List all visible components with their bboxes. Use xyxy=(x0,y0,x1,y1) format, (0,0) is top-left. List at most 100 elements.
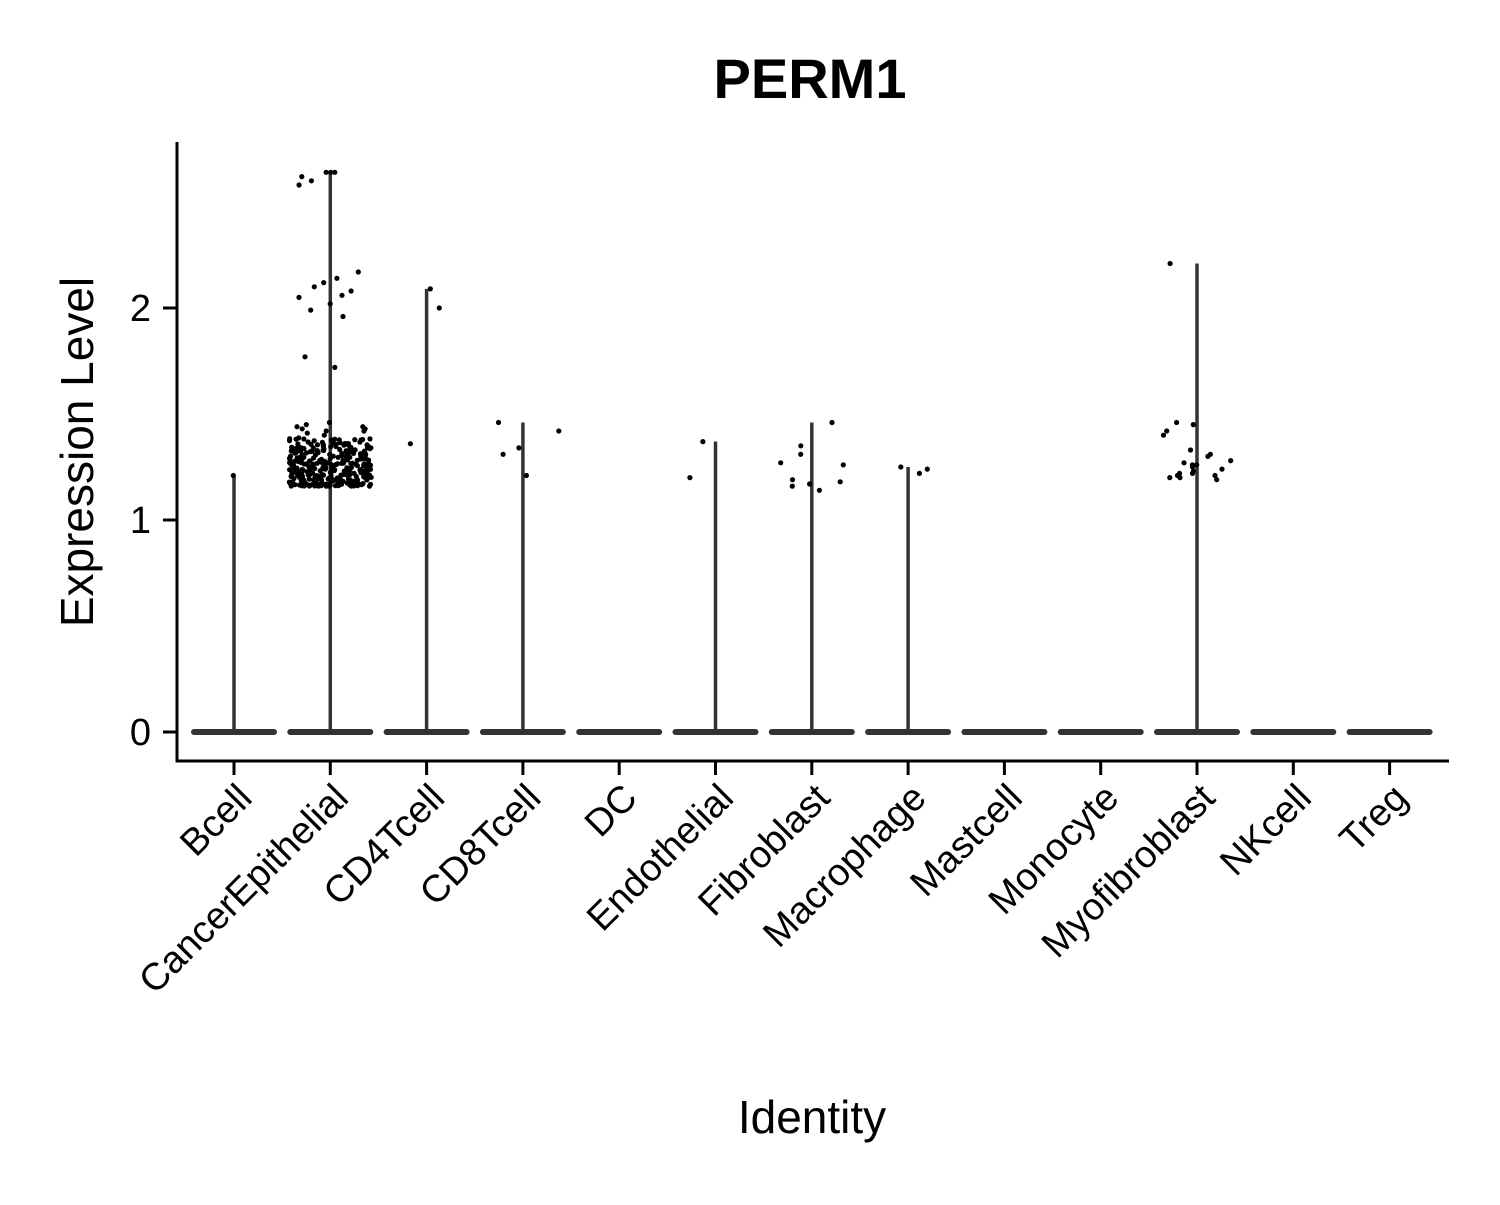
violin-base-monocyte xyxy=(1057,729,1144,735)
point-cancerepithelial xyxy=(344,457,350,463)
x-axis-title: Identity xyxy=(738,1091,886,1143)
point-cancerepithelial xyxy=(335,454,341,460)
point-cancerepithelial xyxy=(299,474,305,480)
point-cancerepithelial xyxy=(328,169,334,175)
point-cancerepithelial xyxy=(350,481,356,487)
point-cancerepithelial xyxy=(355,483,361,489)
violin-base-nkcell xyxy=(1250,729,1337,735)
point-cancerepithelial xyxy=(337,478,343,484)
point-cancerepithelial xyxy=(308,470,315,476)
point-fibroblast xyxy=(837,479,843,485)
point-cancerepithelial xyxy=(304,430,310,436)
point-cancerepithelial xyxy=(340,472,346,478)
point-cancerepithelial xyxy=(312,473,318,479)
point-cancerepithelial xyxy=(337,446,343,453)
point-cancerepithelial xyxy=(319,472,325,478)
point-cd4tcell xyxy=(427,286,433,292)
point-cancerepithelial xyxy=(301,436,307,442)
point-cancerepithelial xyxy=(329,462,335,468)
point-cancerepithelial xyxy=(303,450,309,456)
point-fibroblast xyxy=(789,477,796,483)
point-cancerepithelial xyxy=(311,455,317,461)
point-cancerepithelial xyxy=(307,458,313,464)
point-cancerepithelial xyxy=(306,464,312,470)
point-cancerepithelial xyxy=(299,426,305,432)
point-cancerepithelial xyxy=(299,174,305,180)
point-cancerepithelial xyxy=(293,436,299,442)
point-myofibroblast xyxy=(1190,422,1196,428)
point-myofibroblast xyxy=(1181,460,1187,466)
point-cancerepithelial xyxy=(288,448,294,454)
x-tick-label-nkcell: NKcell xyxy=(1212,777,1319,884)
point-cancerepithelial xyxy=(287,480,294,486)
point-cancerepithelial xyxy=(352,437,358,443)
x-tick-label-bcell: Bcell xyxy=(172,777,260,865)
point-myofibroblast xyxy=(1214,477,1220,483)
point-cancerepithelial xyxy=(333,443,339,450)
point-myofibroblast xyxy=(1187,447,1194,453)
point-cd4tcell xyxy=(407,441,413,447)
point-bcell xyxy=(230,472,236,479)
y-tick-label-2: 2 xyxy=(130,288,151,330)
point-cancerepithelial xyxy=(321,432,327,438)
point-cancerepithelial xyxy=(328,444,334,450)
point-myofibroblast xyxy=(1164,428,1170,434)
point-fibroblast xyxy=(816,487,823,493)
point-cancerepithelial xyxy=(327,481,333,487)
point-cd8tcell xyxy=(495,419,502,426)
point-myofibroblast xyxy=(1189,464,1196,470)
point-endothelial xyxy=(700,439,706,445)
point-macrophage xyxy=(924,466,930,472)
point-macrophage xyxy=(916,470,923,476)
point-cancerepithelial xyxy=(305,439,311,445)
point-fibroblast xyxy=(789,483,795,489)
point-cancerepithelial xyxy=(347,449,353,455)
point-cancerepithelial xyxy=(308,178,314,184)
point-cancerepithelial xyxy=(297,454,303,460)
point-myofibroblast xyxy=(1194,462,1200,468)
point-cancerepithelial xyxy=(314,483,321,489)
point-cancerepithelial xyxy=(344,468,350,474)
point-cancerepithelial xyxy=(319,457,325,463)
point-cancerepithelial xyxy=(364,445,371,451)
point-fibroblast xyxy=(829,419,835,426)
x-tick-label-dc: DC xyxy=(577,777,646,846)
point-myofibroblast xyxy=(1160,432,1167,438)
point-myofibroblast xyxy=(1212,472,1218,479)
point-cancerepithelial xyxy=(363,451,369,458)
point-fibroblast xyxy=(798,443,804,449)
point-cancerepithelial xyxy=(321,280,327,286)
chart-title: PERM1 xyxy=(714,47,907,110)
point-cancerepithelial xyxy=(294,424,300,430)
point-endothelial xyxy=(687,475,693,481)
point-cancerepithelial xyxy=(364,466,370,472)
violin-base-dc xyxy=(576,729,663,735)
point-macrophage xyxy=(898,464,904,470)
y-axis-title: Expression Level xyxy=(51,277,103,627)
point-cancerepithelial xyxy=(301,461,307,467)
point-cancerepithelial xyxy=(323,481,329,487)
point-cancerepithelial xyxy=(297,447,303,453)
point-cancerepithelial xyxy=(323,428,329,434)
point-myofibroblast xyxy=(1189,470,1196,476)
point-cancerepithelial xyxy=(326,419,332,426)
point-cancerepithelial xyxy=(315,450,321,456)
point-cancerepithelial xyxy=(321,446,327,452)
violin-base-mastcell xyxy=(961,729,1048,735)
violin-base-treg xyxy=(1346,729,1433,735)
point-cancerepithelial xyxy=(339,292,345,298)
point-cancerepithelial xyxy=(358,456,364,462)
point-cd8tcell xyxy=(523,472,530,479)
point-cancerepithelial xyxy=(323,169,329,175)
point-cancerepithelial xyxy=(311,284,317,290)
point-cancerepithelial xyxy=(360,481,366,487)
point-cancerepithelial xyxy=(334,275,340,281)
point-cancerepithelial xyxy=(314,442,321,448)
point-cancerepithelial xyxy=(291,475,297,482)
point-cancerepithelial xyxy=(311,480,317,486)
point-cancerepithelial xyxy=(306,476,312,482)
point-cancerepithelial xyxy=(363,475,369,481)
point-cancerepithelial xyxy=(339,460,345,466)
point-cancerepithelial xyxy=(310,445,316,451)
